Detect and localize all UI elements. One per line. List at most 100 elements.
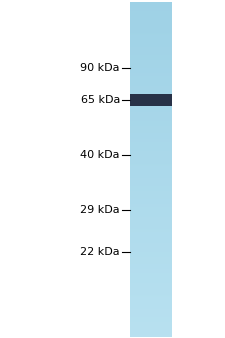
Bar: [130, 293, 172, 295]
Bar: [130, 207, 172, 208]
Bar: [130, 222, 172, 223]
Bar: [130, 23, 172, 24]
Bar: [130, 87, 172, 89]
Bar: [130, 62, 172, 64]
Bar: [130, 121, 172, 122]
Bar: [130, 116, 172, 117]
Bar: [130, 94, 172, 95]
Bar: [130, 179, 172, 180]
Bar: [130, 188, 172, 190]
Bar: [130, 38, 172, 39]
Bar: [130, 59, 172, 60]
Bar: [130, 67, 172, 69]
Bar: [130, 26, 172, 28]
Bar: [130, 94, 172, 106]
Bar: [130, 27, 172, 28]
Bar: [130, 295, 172, 296]
Bar: [130, 194, 172, 195]
Bar: [130, 282, 172, 283]
Bar: [130, 204, 172, 206]
Bar: [130, 160, 172, 161]
Bar: [130, 268, 172, 270]
Bar: [130, 70, 172, 72]
Bar: [130, 173, 172, 174]
Bar: [130, 201, 172, 202]
Bar: [130, 57, 172, 58]
Bar: [130, 3, 172, 4]
Bar: [130, 59, 172, 61]
Text: 40 kDa: 40 kDa: [81, 150, 120, 160]
Bar: [130, 182, 172, 183]
Bar: [130, 283, 172, 285]
Bar: [130, 52, 172, 53]
Bar: [130, 240, 172, 241]
Bar: [130, 301, 172, 302]
Bar: [130, 281, 172, 282]
Bar: [130, 71, 172, 73]
Bar: [130, 146, 172, 148]
Bar: [130, 56, 172, 57]
Bar: [130, 205, 172, 206]
Bar: [130, 39, 172, 40]
Bar: [130, 322, 172, 323]
Bar: [130, 130, 172, 131]
Bar: [130, 8, 172, 9]
Bar: [130, 159, 172, 160]
Bar: [130, 45, 172, 47]
Bar: [130, 161, 172, 162]
Bar: [130, 25, 172, 27]
Bar: [130, 254, 172, 255]
Bar: [130, 235, 172, 236]
Bar: [130, 37, 172, 39]
Bar: [130, 171, 172, 172]
Bar: [130, 237, 172, 238]
Bar: [130, 327, 172, 328]
Bar: [130, 99, 172, 100]
Bar: [130, 250, 172, 251]
Bar: [130, 50, 172, 51]
Bar: [130, 90, 172, 91]
Bar: [130, 32, 172, 33]
Bar: [130, 139, 172, 140]
Bar: [130, 244, 172, 245]
Bar: [130, 329, 172, 331]
Bar: [130, 100, 172, 101]
Bar: [130, 332, 172, 333]
Bar: [130, 82, 172, 83]
Bar: [130, 300, 172, 301]
Bar: [130, 141, 172, 143]
Bar: [130, 92, 172, 94]
Bar: [130, 329, 172, 330]
Bar: [130, 285, 172, 286]
Bar: [130, 223, 172, 225]
Bar: [130, 209, 172, 211]
Bar: [130, 302, 172, 303]
Bar: [130, 86, 172, 88]
Bar: [130, 321, 172, 322]
Bar: [130, 219, 172, 220]
Bar: [130, 233, 172, 234]
Bar: [130, 47, 172, 48]
Bar: [130, 2, 172, 3]
Bar: [130, 262, 172, 263]
Bar: [130, 217, 172, 219]
Bar: [130, 142, 172, 144]
Bar: [130, 96, 172, 97]
Bar: [130, 15, 172, 17]
Text: 65 kDa: 65 kDa: [81, 95, 120, 105]
Bar: [130, 167, 172, 168]
Bar: [130, 113, 172, 114]
Bar: [130, 147, 172, 149]
Bar: [130, 229, 172, 231]
Bar: [130, 41, 172, 42]
Bar: [130, 265, 172, 266]
Bar: [130, 197, 172, 199]
Bar: [130, 154, 172, 155]
Bar: [130, 261, 172, 262]
Bar: [130, 58, 172, 59]
Bar: [130, 109, 172, 110]
Bar: [130, 104, 172, 105]
Bar: [130, 133, 172, 135]
Bar: [130, 156, 172, 158]
Bar: [130, 70, 172, 71]
